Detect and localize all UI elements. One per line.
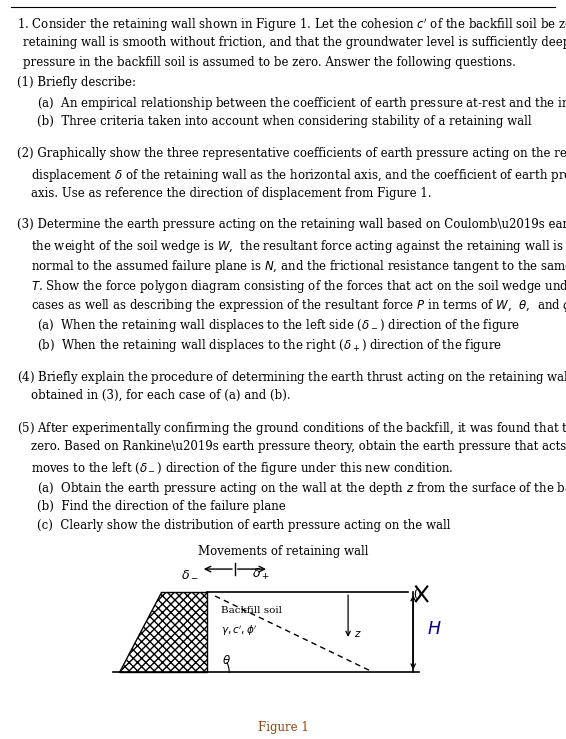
Polygon shape [119,593,207,672]
Text: $\theta$: $\theta$ [222,654,231,667]
Text: displacement $\delta$ of the retaining wall as the horizontal axis, and the coef: displacement $\delta$ of the retaining w… [31,167,566,184]
Text: (b)  Three criteria taken into account when considering stability of a retaining: (b) Three criteria taken into account wh… [37,115,531,129]
Text: $\delta_+$: $\delta_+$ [252,567,269,582]
Text: (3) Determine the earth pressure acting on the retaining wall based on Coulomb\u: (3) Determine the earth pressure acting … [17,218,566,231]
Text: (4) Briefly explain the procedure of determining the earth thrust acting on the : (4) Briefly explain the procedure of det… [17,369,566,386]
Text: (1) Briefly describe:: (1) Briefly describe: [17,75,136,89]
Text: (5) After experimentally confirming the ground conditions of the backfill, it wa: (5) After experimentally confirming the … [17,420,566,437]
Text: obtained in (3), for each case of (a) and (b).: obtained in (3), for each case of (a) an… [31,389,291,401]
Text: 1. Consider the retaining wall shown in Figure 1. Let the cohesion $c'$ of the b: 1. Consider the retaining wall shown in … [17,16,566,34]
Text: normal to the assumed failure plane is $N$, and the frictional resistance tangen: normal to the assumed failure plane is $… [31,258,566,275]
Text: retaining wall is smooth without friction, and that the groundwater level is suf: retaining wall is smooth without frictio… [23,36,566,49]
Text: Backfill soil: Backfill soil [221,606,282,615]
Text: (a)  Obtain the earth pressure acting on the wall at the depth $z$ from the surf: (a) Obtain the earth pressure acting on … [37,480,566,497]
Text: $\gamma, c', \phi'$: $\gamma, c', \phi'$ [221,624,258,638]
Text: (a)  When the retaining wall displaces to the left side ($\delta_-$) direction o: (a) When the retaining wall displaces to… [37,317,520,334]
Text: axis. Use as reference the direction of displacement from Figure 1.: axis. Use as reference the direction of … [31,186,432,200]
Text: $H$: $H$ [427,621,442,638]
Text: the weight of the soil wedge is $W$,  the resultant force acting against the ret: the weight of the soil wedge is $W$, the… [31,238,566,255]
Text: cases as well as describing the expression of the resultant force $P$ in terms o: cases as well as describing the expressi… [31,298,566,315]
Text: $T$. Show the force polygon diagram consisting of the forces that act on the soi: $T$. Show the force polygon diagram cons… [31,278,566,295]
Text: $\delta_-$: $\delta_-$ [181,567,199,580]
Text: (2) Graphically show the three representative coefficients of earth pressure act: (2) Graphically show the three represent… [17,147,566,160]
Text: (a)  An empirical relationship between the coefficient of earth pressure at-rest: (a) An empirical relationship between th… [37,95,566,113]
Text: (c)  Clearly show the distribution of earth pressure acting on the wall: (c) Clearly show the distribution of ear… [37,520,451,532]
Text: 0: 0 [413,589,421,602]
Text: (b)  Find the direction of the failure plane: (b) Find the direction of the failure pl… [37,500,285,513]
Text: pressure in the backfill soil is assumed to be zero. Answer the following questi: pressure in the backfill soil is assumed… [23,56,516,69]
Text: Figure 1: Figure 1 [258,721,308,734]
Text: zero. Based on Rankine\u2019s earth pressure theory, obtain the earth pressure t: zero. Based on Rankine\u2019s earth pres… [31,440,566,453]
Text: (b)  When the retaining wall displaces to the right ($\delta_+$) direction of th: (b) When the retaining wall displaces to… [37,337,502,354]
Text: Movements of retaining wall: Movements of retaining wall [198,545,368,558]
Text: $z$: $z$ [354,629,362,638]
Text: moves to the left ($\delta_-$) direction of the figure under this new condition.: moves to the left ($\delta_-$) direction… [31,460,453,477]
